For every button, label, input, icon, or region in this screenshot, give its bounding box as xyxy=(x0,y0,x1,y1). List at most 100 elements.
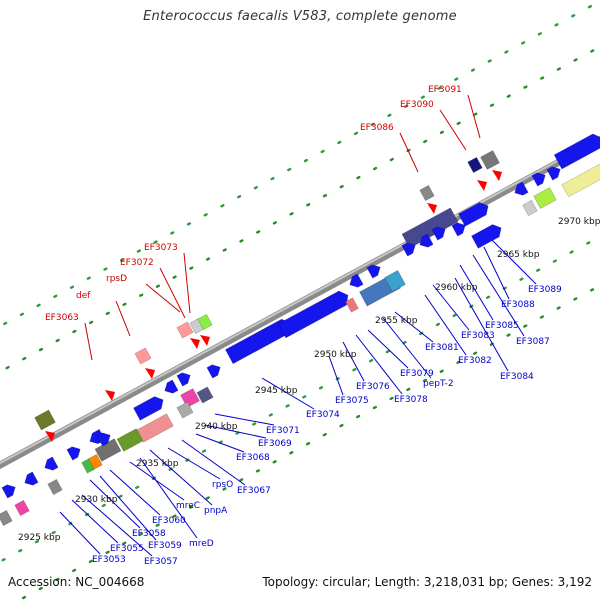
leader-line-blue xyxy=(59,511,101,555)
leader-line-blue xyxy=(71,499,119,544)
cds-small-shape xyxy=(451,222,466,237)
gene-label-blue: pepT-2 xyxy=(423,379,454,389)
gene-label-red: EF3091 xyxy=(428,85,462,95)
cds-gray2-shape xyxy=(176,401,194,419)
leader-line-blue xyxy=(261,377,315,410)
cds-small xyxy=(176,372,191,387)
gene-label-blue: EF3078 xyxy=(394,395,428,405)
cds-small-shape xyxy=(546,166,561,181)
feat-gray-shape xyxy=(47,478,63,496)
leader-line-blue xyxy=(181,439,246,486)
gene-label-blue: EF3076 xyxy=(356,382,390,392)
cds-ef3068-shape xyxy=(133,396,164,421)
cds-small-shape xyxy=(419,233,434,248)
backbone-highlight xyxy=(0,136,600,465)
cds-small xyxy=(66,446,81,461)
leader-line-red xyxy=(145,283,181,313)
scale-label: 2940 kbp xyxy=(195,422,238,432)
cds-ef3075-shape xyxy=(277,290,349,339)
cds-ef3075 xyxy=(277,290,349,339)
leader-line-blue xyxy=(195,433,245,453)
leader-line-blue xyxy=(454,277,509,372)
scale-label: 2960 kbp xyxy=(435,283,478,293)
gene-label-blue: EF3074 xyxy=(306,410,340,420)
gene-label-blue: EF3083 xyxy=(461,331,495,341)
feat-ef3091 xyxy=(480,150,500,170)
gene-label-blue: EF3084 xyxy=(500,372,534,382)
feat-pink xyxy=(14,499,30,517)
feat-gray3-shape xyxy=(0,509,13,527)
scale-label: 2970 kbp xyxy=(558,217,600,227)
gene-label-blue: EF3053 xyxy=(92,555,126,565)
cds-yellow xyxy=(561,162,600,198)
gene-label-blue: EF3088 xyxy=(501,300,535,310)
gene-label-blue: EF3069 xyxy=(258,439,292,449)
cds-ef3068 xyxy=(133,396,164,421)
cds-pink-shape xyxy=(345,297,359,313)
leader-line-blue xyxy=(491,239,537,285)
feat-ef3073 xyxy=(197,313,213,331)
red-arrow xyxy=(200,335,210,346)
leader-line-blue xyxy=(81,494,153,557)
cds-small-shape xyxy=(66,446,81,461)
cds-small xyxy=(401,242,416,257)
cds-small xyxy=(366,264,381,279)
feat-ef3063 xyxy=(34,409,56,431)
leader-line-blue xyxy=(483,246,510,300)
cds-ef3087-shape xyxy=(471,224,502,249)
scale-label: 2950 kbp xyxy=(314,350,357,360)
scale-label: 2925 kbp xyxy=(18,533,61,543)
scale-label: 2930 kbp xyxy=(75,495,118,505)
leader-line-blue xyxy=(149,449,213,506)
page-title: Enterococcus faecalis V583, complete gen… xyxy=(143,9,457,24)
leader-line-blue xyxy=(367,329,409,369)
leader-line-blue xyxy=(342,341,365,382)
red-arrow xyxy=(477,180,487,191)
cds-ef3078 xyxy=(384,269,406,293)
leader-line-red xyxy=(84,322,93,361)
cds-small-shape xyxy=(44,456,59,471)
gene-label-red: EF3073 xyxy=(144,243,178,253)
leader-line-blue xyxy=(204,424,267,439)
cds-ef3085-shape xyxy=(458,202,489,227)
cds-small-shape xyxy=(24,471,39,486)
cds-pink xyxy=(345,297,359,313)
gene-label-blue: EF3081 xyxy=(425,343,459,353)
leader-line-blue xyxy=(424,294,467,356)
leader-line-blue xyxy=(394,311,434,343)
cds-ef3089-shape xyxy=(553,133,600,170)
red-arrow xyxy=(145,368,155,379)
scale-label: 2935 kbp xyxy=(136,459,179,469)
gene-label-blue: rpsO xyxy=(212,480,233,490)
leader-line-blue xyxy=(214,413,275,426)
leader-line-red xyxy=(467,94,481,139)
gene-label-red: EF3086 xyxy=(360,123,394,133)
leader-line-blue xyxy=(139,457,198,539)
cds-ef3085 xyxy=(458,202,489,227)
gene-label-red: EF3090 xyxy=(400,100,434,110)
feat-pink-shape xyxy=(14,499,30,517)
gene-label-blue: EF3089 xyxy=(528,285,562,295)
cds-ef3089 xyxy=(553,133,600,170)
cds-grey xyxy=(522,199,538,217)
leader-line-red xyxy=(183,252,191,314)
scale-label: 2965 kbp xyxy=(497,250,540,260)
cds-small xyxy=(206,364,221,379)
cds-small xyxy=(44,456,59,471)
feat-ef3073-shape xyxy=(197,313,213,331)
cds-ef3057 xyxy=(81,458,95,474)
gene-label-blue: EF3060 xyxy=(152,516,186,526)
feat-ef3086-shape xyxy=(419,184,435,202)
cds-small xyxy=(546,166,561,181)
feat-ef3090 xyxy=(467,156,483,174)
cds-yellow-shape xyxy=(561,162,600,198)
accession-text: Accession: NC_004668 xyxy=(8,575,145,589)
gene-label-blue: mreD xyxy=(189,539,214,549)
gene-label-blue: EF3079 xyxy=(400,369,434,379)
cds-small xyxy=(164,379,179,394)
cds-mreD-shape xyxy=(116,428,144,452)
feat-def-shape xyxy=(134,347,152,365)
cds-mreD xyxy=(116,428,144,452)
